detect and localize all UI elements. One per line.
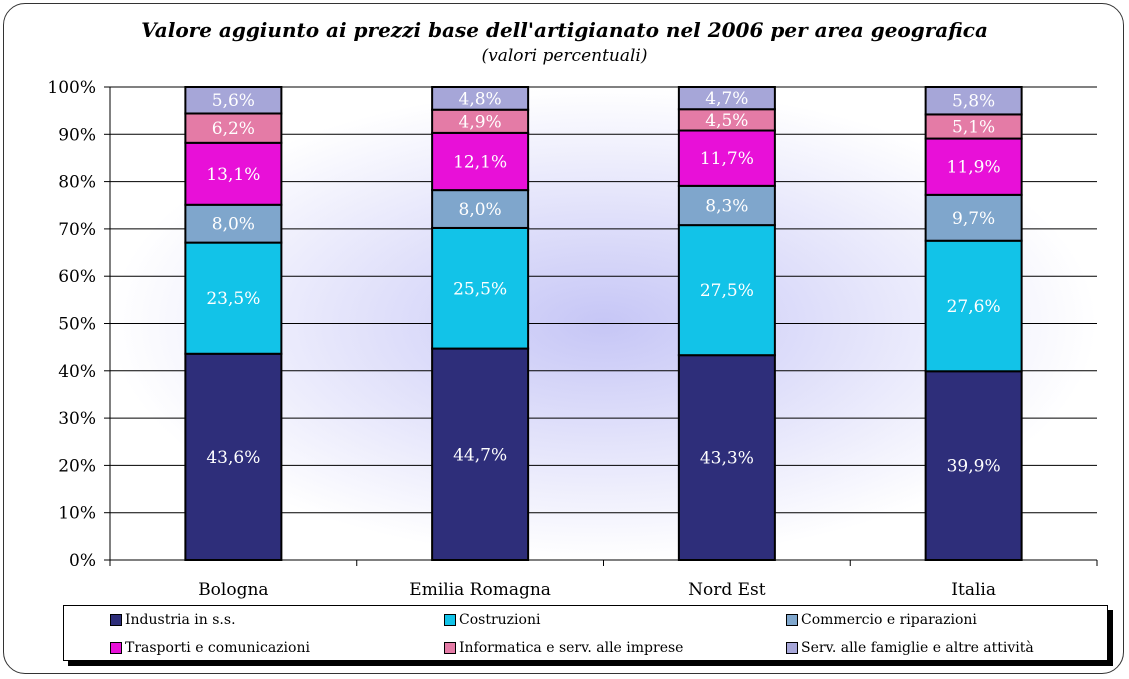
- y-tick-label: 10%: [58, 504, 96, 524]
- legend-item: Serv. alle famiglie e altre attività: [786, 640, 1034, 656]
- y-tick-label: 60%: [58, 267, 96, 287]
- legend-label: Industria in s.s.: [125, 612, 236, 628]
- legend-label: Costruzioni: [459, 612, 541, 628]
- legend-swatch: [110, 614, 122, 626]
- data-label: 39,9%: [947, 457, 1001, 477]
- data-label: 23,5%: [206, 289, 260, 309]
- data-label: 6,2%: [212, 119, 255, 139]
- bar-segment: [431, 86, 530, 111]
- legend-item: Costruzioni: [444, 612, 540, 628]
- y-tick-label: 80%: [58, 173, 96, 193]
- bar-segment: [677, 129, 776, 187]
- data-label: 8,0%: [459, 200, 502, 220]
- data-label: 5,1%: [952, 117, 995, 137]
- data-label: 11,9%: [947, 158, 1001, 178]
- data-label: 8,3%: [705, 196, 748, 216]
- data-label: 9,7%: [952, 209, 995, 229]
- data-label: 27,5%: [700, 281, 754, 301]
- data-label: 27,6%: [947, 297, 1001, 317]
- data-label: 4,5%: [705, 111, 748, 131]
- legend-item: Informatica e serv. alle imprese: [444, 640, 683, 656]
- data-label: 13,1%: [206, 165, 260, 185]
- y-tick-label: 90%: [58, 125, 96, 145]
- data-label: 25,5%: [453, 279, 507, 299]
- legend-label: Commercio e riparazioni: [801, 612, 977, 628]
- data-label: 8,0%: [212, 215, 255, 235]
- y-tick-label: 0%: [69, 551, 96, 571]
- x-tick-label: Italia: [951, 580, 996, 600]
- data-label: 12,1%: [453, 152, 507, 172]
- legend-item: Industria in s.s.: [110, 612, 236, 628]
- y-tick-label: 50%: [58, 315, 96, 335]
- data-label: 44,7%: [453, 445, 507, 465]
- y-tick-label: 40%: [58, 362, 96, 382]
- bar-segment: [924, 370, 1023, 562]
- bar-segment: [431, 189, 530, 229]
- chart-legend: Industria in s.s. Costruzioni Commercio e …: [63, 605, 1108, 661]
- y-tick-label: 70%: [58, 220, 96, 240]
- data-label: 5,8%: [952, 92, 995, 112]
- bar-segment: [677, 184, 776, 227]
- data-label: 4,8%: [459, 89, 502, 109]
- legend-swatch: [110, 642, 122, 654]
- chart-plot: 43,6% 23,5% 8,0% 13,1% 6,2% 5,6% 44,7% 25,5% 8,0…: [47, 78, 1098, 600]
- bar-segment: [924, 193, 1023, 242]
- bar-segment: [677, 354, 776, 562]
- bar-segment: [677, 224, 776, 357]
- data-label: 4,9%: [459, 112, 502, 132]
- bar-segment: [677, 86, 776, 111]
- y-tick-label: 100%: [47, 78, 96, 98]
- legend-swatch: [786, 642, 798, 654]
- legend-swatch: [786, 614, 798, 626]
- chart-title: Valore aggiunto ai prezzi base dell'arti…: [141, 18, 988, 42]
- bar-segment: [431, 347, 530, 561]
- x-tick-label: Bologna: [198, 580, 268, 600]
- y-tick-label: 20%: [58, 456, 96, 476]
- data-label: 4,7%: [705, 89, 748, 109]
- data-label: 11,7%: [700, 149, 754, 169]
- bar-segment: [184, 112, 283, 144]
- legend-label: Serv. alle famiglie e altre attività: [801, 640, 1034, 656]
- legend-label: Trasporti e comunicazioni: [125, 640, 310, 656]
- bar-segment: [924, 137, 1023, 196]
- data-label: 43,6%: [206, 448, 260, 468]
- legend-label: Informatica e serv. alle imprese: [459, 640, 684, 656]
- chart-subtitle: (valori percentuali): [481, 46, 648, 66]
- bar-segment: [184, 203, 283, 244]
- bar-segment: [924, 86, 1023, 116]
- legend-swatch: [444, 642, 456, 654]
- legend-item: Trasporti e comunicazioni: [110, 640, 310, 656]
- legend-swatch: [444, 614, 456, 626]
- y-tick-label: 30%: [58, 409, 96, 429]
- x-tick-label: Nord Est: [688, 580, 766, 600]
- data-label: 5,6%: [212, 91, 255, 111]
- legend-item: Commercio e riparazioni: [786, 612, 977, 628]
- x-tick-label: Emilia Romagna: [409, 580, 551, 600]
- bar-segment: [184, 86, 283, 115]
- data-label: 43,3%: [700, 449, 754, 469]
